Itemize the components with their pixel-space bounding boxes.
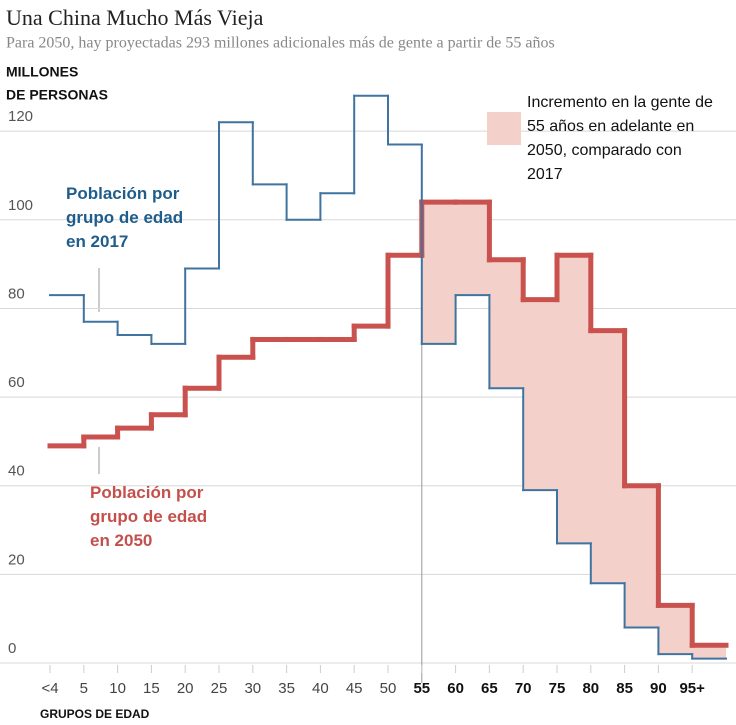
x-tick-label: 20 [177, 680, 194, 697]
y-tick-label: 80 [8, 285, 25, 302]
x-tick-label: 35 [278, 680, 295, 697]
x-tick-label: 75 [549, 680, 566, 697]
x-tick-label: 10 [109, 680, 126, 697]
y-axis-label: MILLONES [6, 64, 78, 80]
x-tick-label: 90 [650, 680, 667, 697]
x-tick-label: 15 [143, 680, 160, 697]
x-tick-label: 25 [211, 680, 228, 697]
y-axis-label: DE PERSONAS [6, 87, 108, 103]
x-tick-label: 45 [346, 680, 363, 697]
x-axis-label: GRUPOS DE EDAD [40, 707, 150, 721]
y-tick-label: 60 [8, 374, 25, 391]
y-tick-label: 120 [8, 108, 33, 125]
x-tick-label: 30 [244, 680, 261, 697]
x-tick-label: 5 [80, 680, 88, 697]
x-tick-label: <4 [41, 680, 58, 697]
series-label: Población por grupo de edad en 2017 [66, 184, 184, 251]
chart-title: Una China Mucho Más Vieja [6, 5, 264, 30]
x-tick-label: 85 [616, 680, 633, 697]
series-label: Población por grupo de edad en 2050 [90, 483, 208, 550]
x-tick-label: 65 [481, 680, 498, 697]
x-tick-label: 80 [582, 680, 599, 697]
x-tick-label: 95+ [679, 680, 705, 697]
x-tick-label: 70 [515, 680, 532, 697]
chart-subtitle: Para 2050, hay proyectadas 293 millones … [6, 35, 555, 52]
shading-label: Incremento en la gente de 55 años en ade… [527, 94, 713, 183]
x-tick-label: 60 [447, 680, 464, 697]
shading-swatch [487, 112, 521, 145]
y-tick-label: 100 [8, 197, 33, 214]
y-tick-label: 0 [8, 640, 16, 657]
increment-area [421, 202, 726, 659]
y-tick-label: 20 [8, 551, 25, 568]
y-tick-label: 40 [8, 463, 25, 480]
x-tick-label: 50 [380, 680, 397, 697]
x-tick-label: 55 [413, 680, 430, 697]
x-tick-label: 40 [312, 680, 329, 697]
